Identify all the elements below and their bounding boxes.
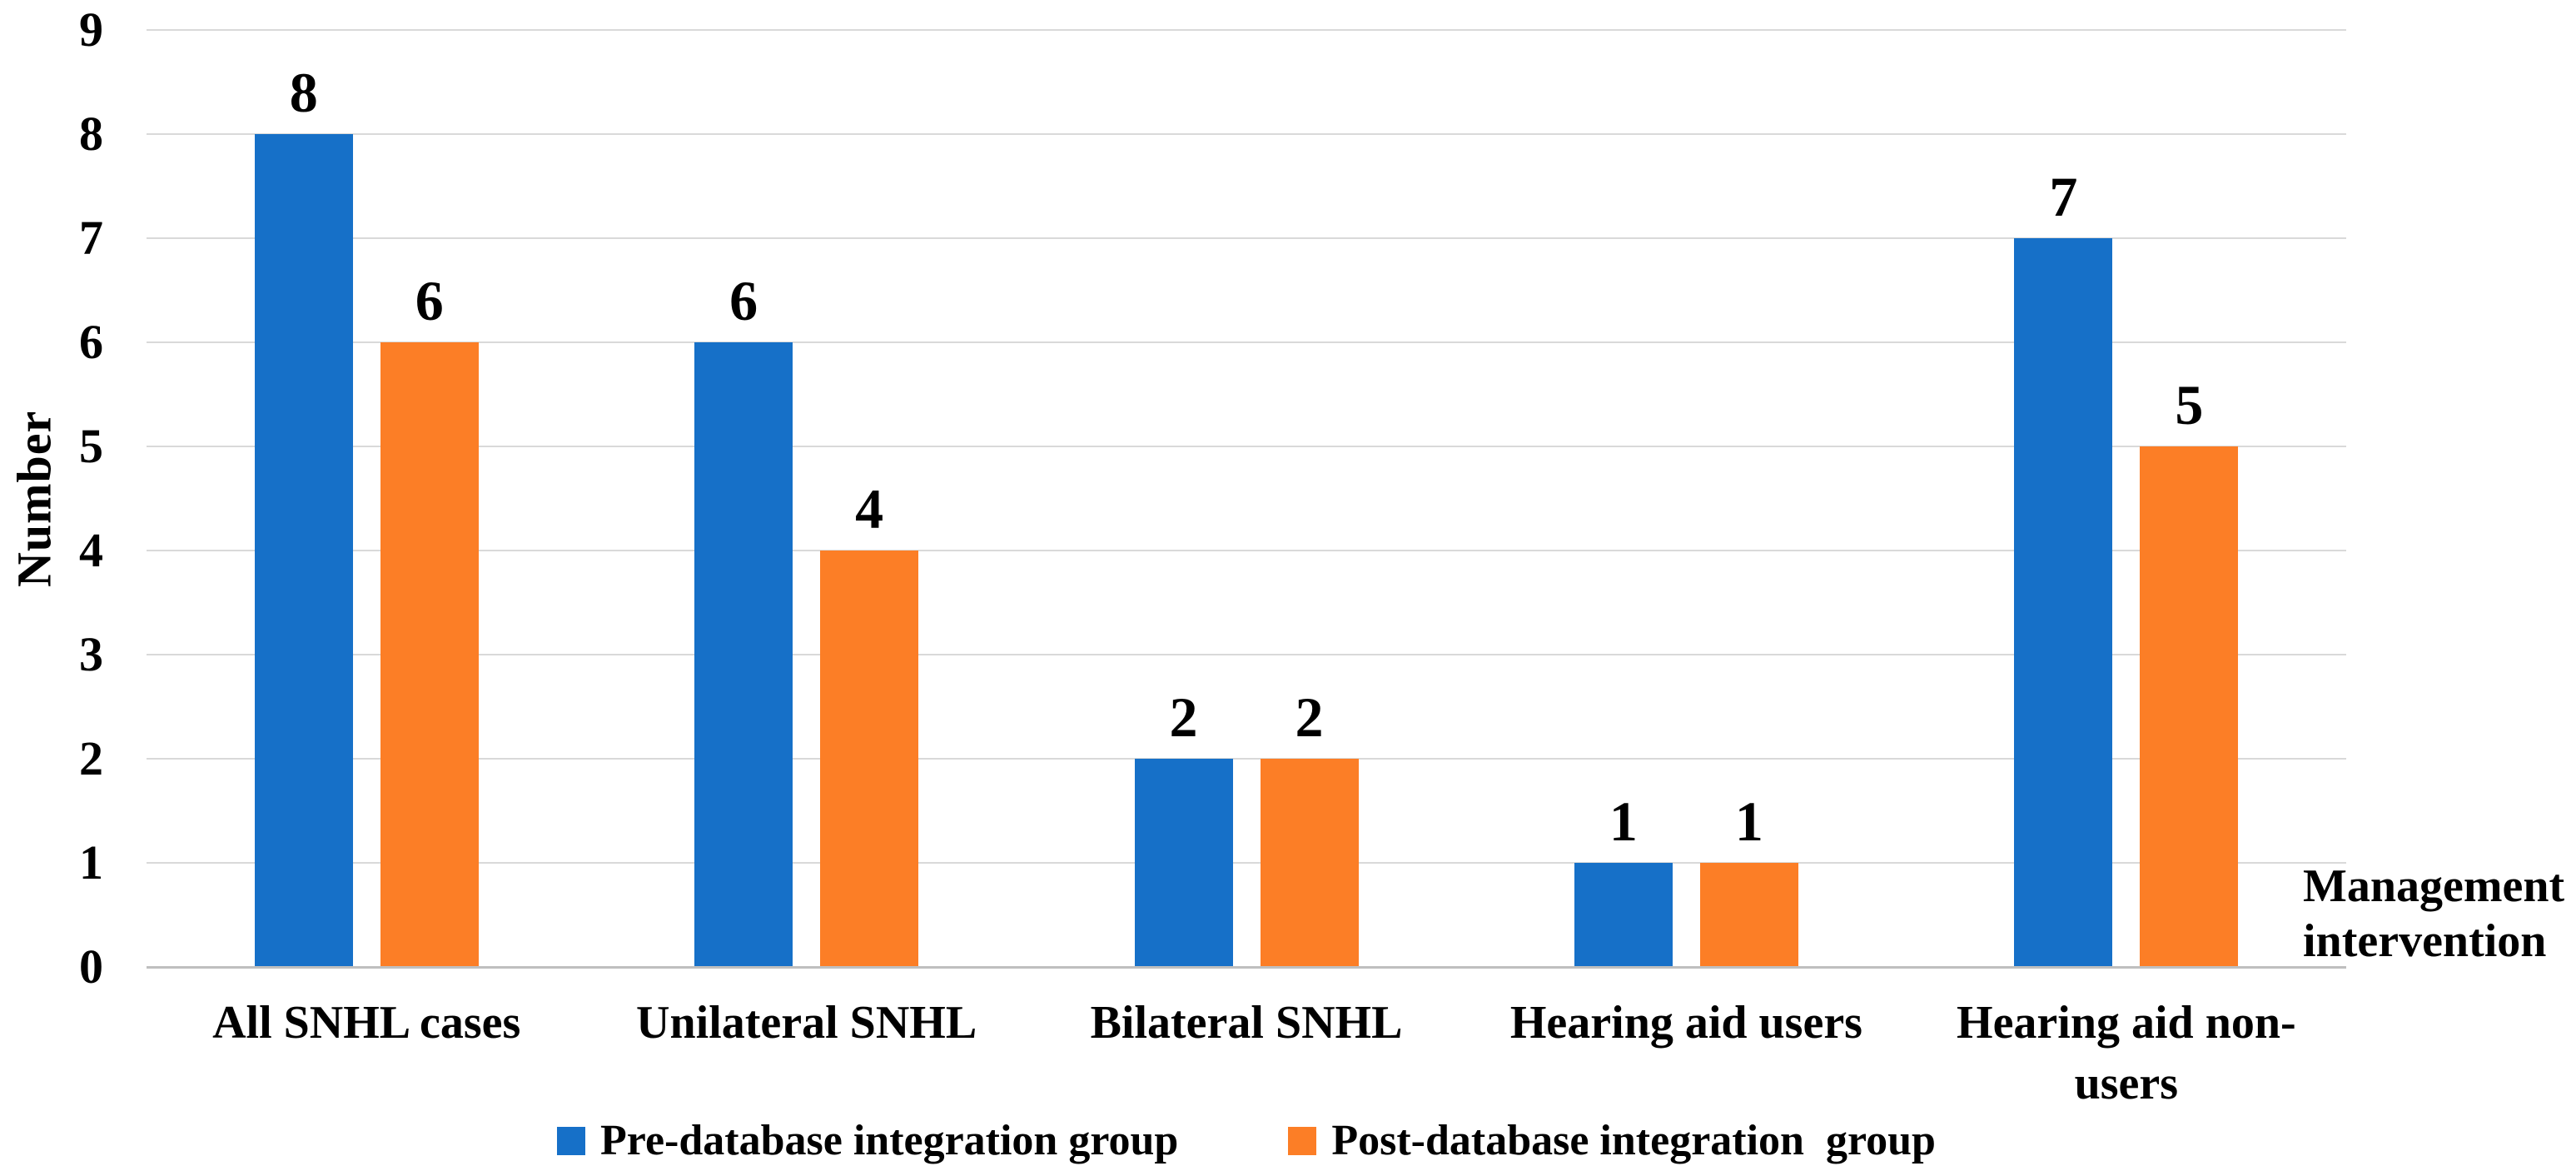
bar-value-label: 4 [855, 477, 884, 541]
bar-pre-3: 2 [1134, 689, 1233, 967]
category-label: Hearing aid users [1466, 993, 1906, 1054]
y-tick-label: 1 [79, 835, 103, 889]
bar-value-label: 6 [729, 269, 758, 332]
category-label: Bilateral SNHL [1027, 993, 1466, 1054]
gridline [147, 550, 2346, 551]
gridline [147, 758, 2346, 760]
category-label-text: All SNHL cases [212, 997, 521, 1049]
legend-item-post: Post-database integration group [1288, 1119, 1936, 1163]
gridline [147, 133, 2346, 135]
legend-item-pre: Pre-database integration group [557, 1119, 1178, 1163]
y-tick-label: 5 [79, 419, 103, 473]
bar-pre-4: 1 [1574, 793, 1673, 967]
y-tick-label: 7 [79, 211, 103, 265]
gridline [147, 862, 2346, 864]
legend-swatch-icon [557, 1127, 586, 1155]
bar-pre-2: 6 [694, 272, 793, 967]
bar-value-label: 6 [415, 269, 444, 332]
bar-pre-1: 8 [254, 64, 353, 967]
bar-value-label: 2 [1169, 685, 1198, 749]
y-tick-label: 0 [79, 939, 103, 994]
y-tick-label: 9 [79, 2, 103, 57]
bar-post-2: 4 [820, 481, 919, 967]
bar-value-label: 1 [1609, 790, 1638, 853]
bar-value-label: 2 [1295, 685, 1324, 749]
x-axis-category-labels: All SNHL cases Unilateral SNHL Bilateral S… [147, 993, 2346, 1114]
category-label: Hearing aid non-users [1907, 993, 2346, 1114]
category-label-text: Unilateral SNHL [636, 997, 977, 1049]
category-label-text: Hearing aid non-users [1957, 997, 2296, 1109]
bar-pre-5: 7 [2014, 168, 2113, 967]
legend: Pre-database integration group Post-datab… [147, 1119, 2346, 1163]
gridline [147, 237, 2346, 239]
bar-value-label: 1 [1734, 790, 1763, 853]
bar-post-5: 5 [2140, 376, 2239, 967]
bar-post-1: 6 [380, 272, 479, 967]
legend-label: Pre-database integration group [600, 1117, 1179, 1164]
category-label-text: Hearing aid users [1509, 997, 1862, 1049]
bar-value-label: 7 [2049, 165, 2078, 228]
y-tick-label: 2 [79, 731, 103, 785]
category-label-text: Bilateral SNHL [1090, 997, 1403, 1049]
gridline [147, 446, 2346, 447]
y-tick-label: 8 [79, 107, 103, 161]
gridline [147, 341, 2346, 343]
gridline [147, 654, 2346, 655]
y-tick-label: 4 [79, 523, 103, 577]
legend-label: Post-database integration group [1331, 1117, 1936, 1164]
bar-post-4: 1 [1699, 793, 1798, 967]
category-label: Unilateral SNHL [586, 993, 1026, 1054]
x-axis-line [147, 966, 2346, 969]
category-label: All SNHL cases [147, 993, 586, 1054]
bar-value-label: 5 [2175, 373, 2204, 436]
gridline [147, 29, 2346, 31]
bar-post-3: 2 [1260, 689, 1359, 967]
y-tick-label: 3 [79, 627, 103, 681]
bar-value-label: 8 [289, 61, 318, 124]
legend-swatch-icon [1288, 1127, 1317, 1155]
x-axis-title: Management intervention [2303, 860, 2565, 967]
y-tick-label: 6 [79, 315, 103, 369]
